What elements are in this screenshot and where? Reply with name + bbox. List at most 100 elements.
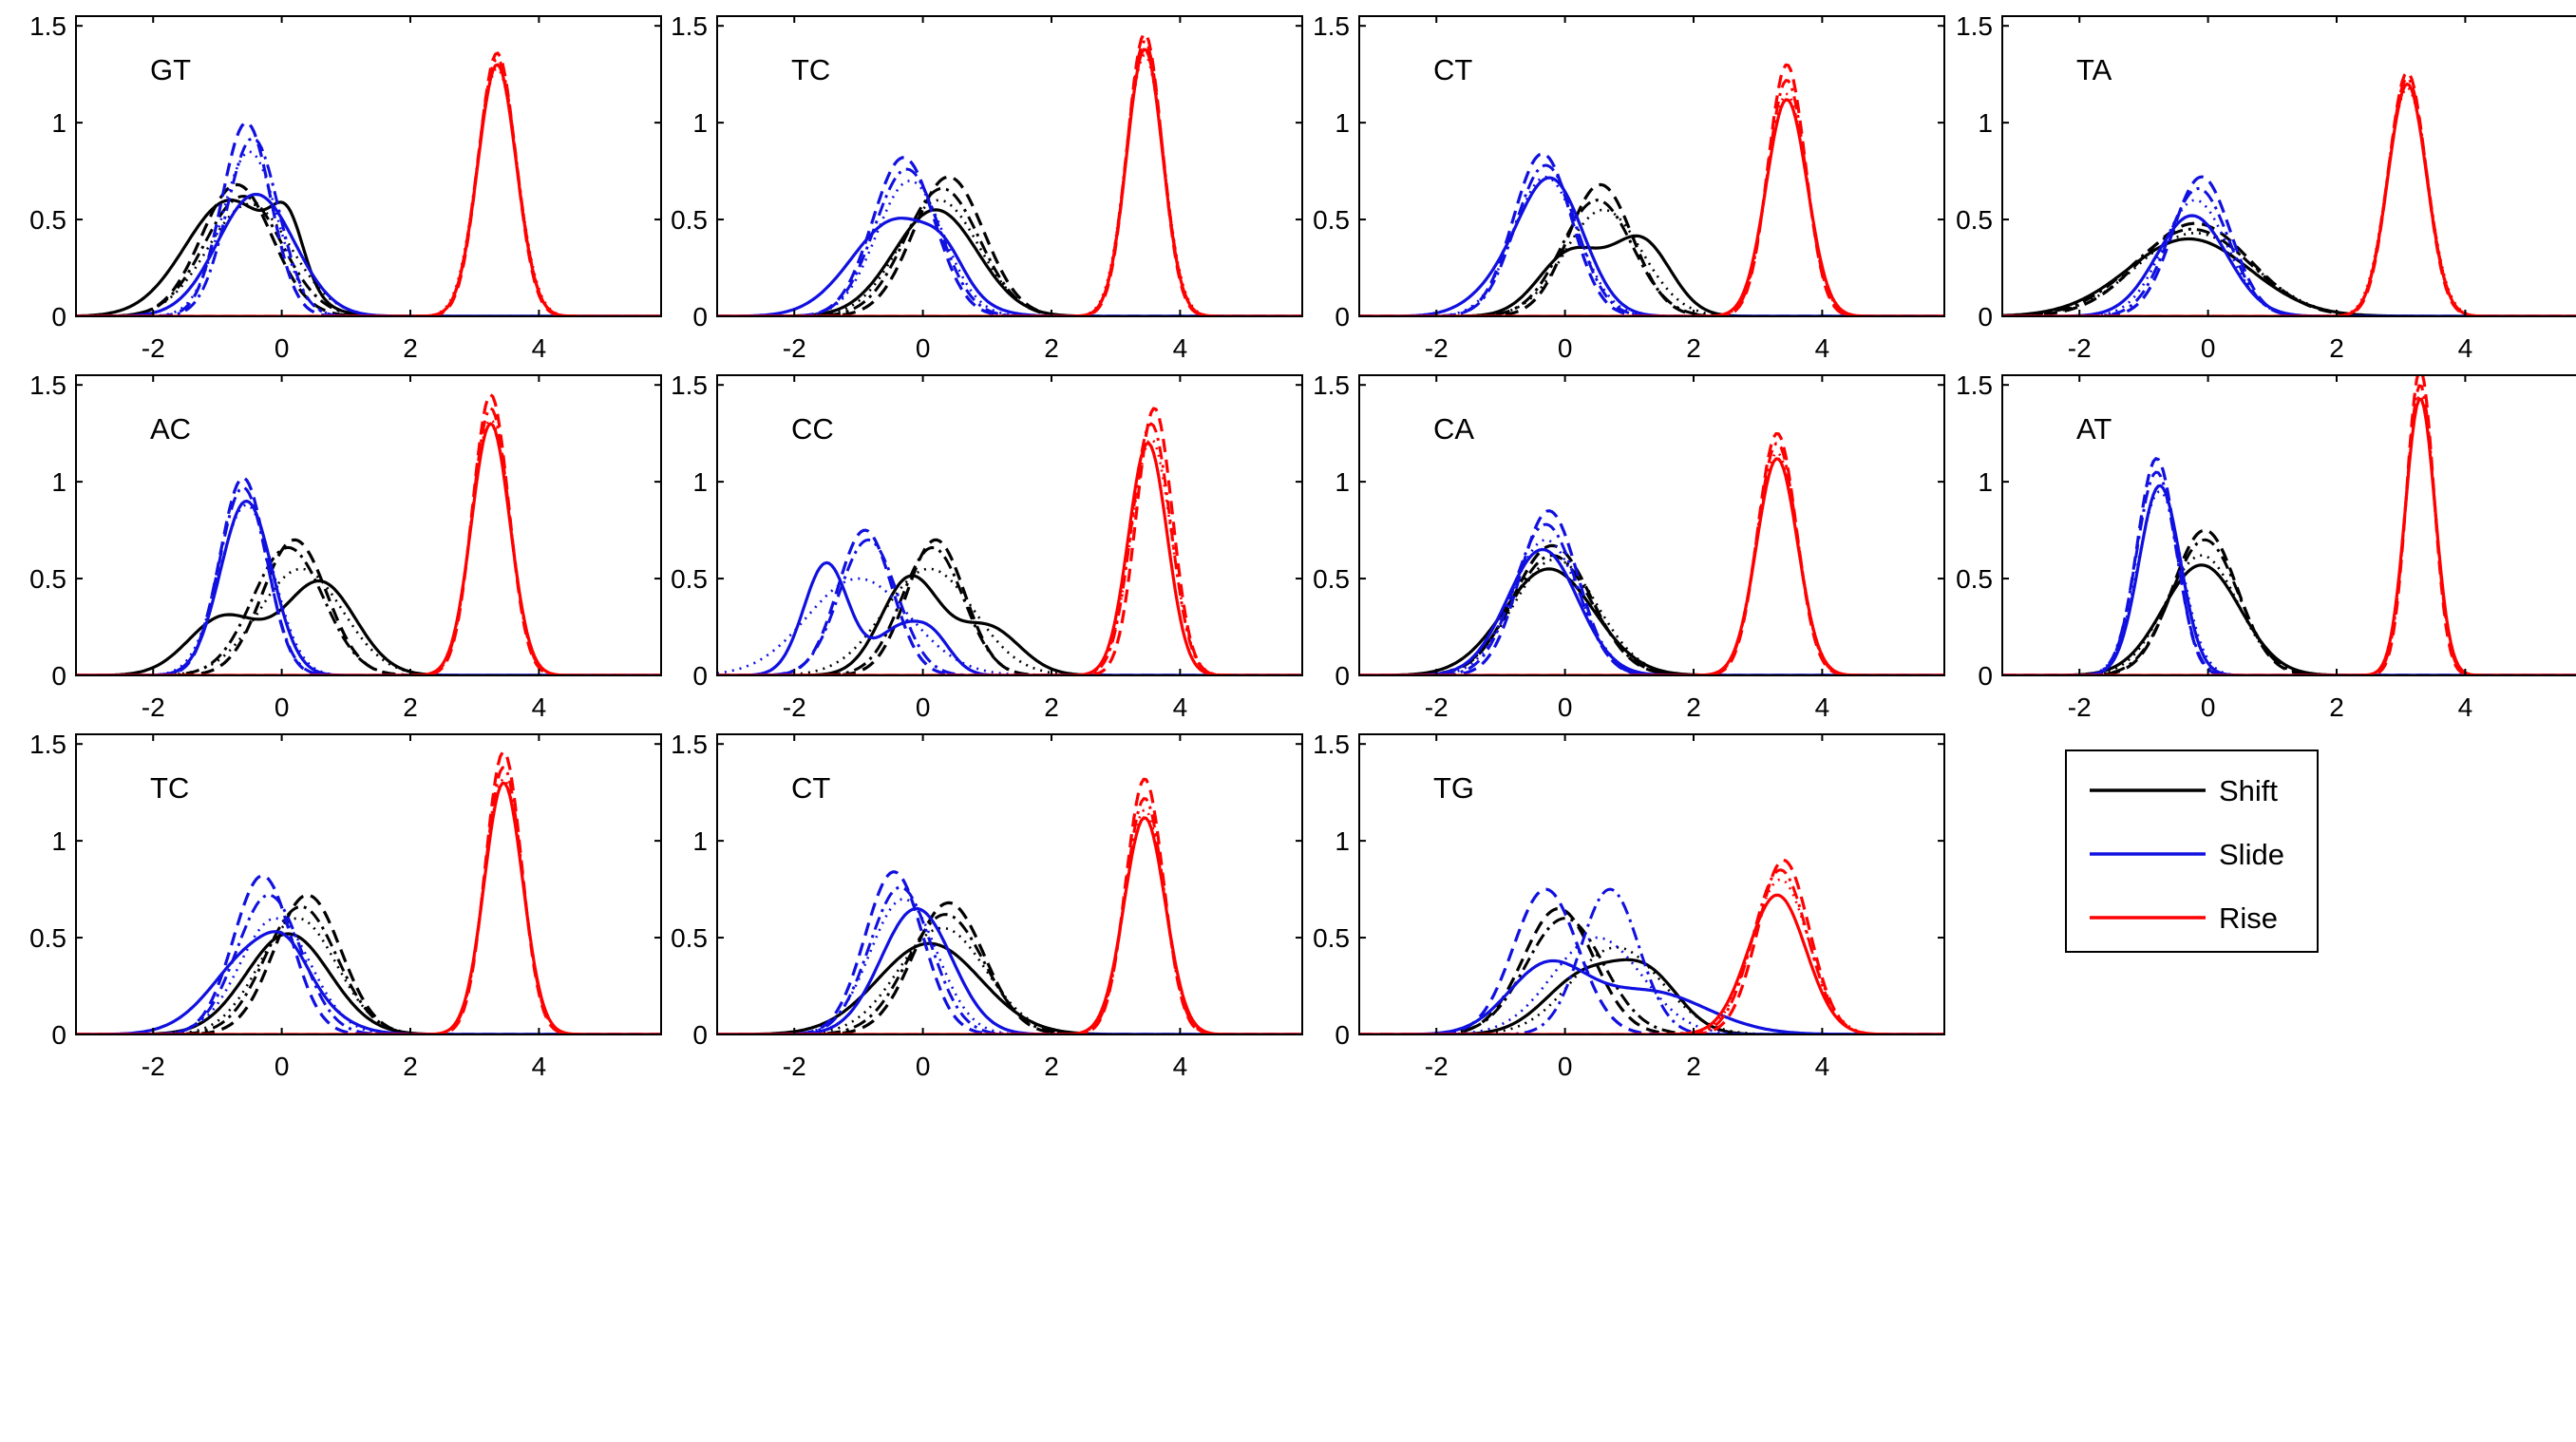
series-line-shift-solid (76, 579, 661, 675)
series-line-rise-solid (717, 441, 1302, 675)
axes-frame (716, 15, 1303, 317)
series-line-rise-solid (76, 781, 661, 1034)
y-tick-label: 0 (51, 302, 66, 332)
x-tick-label: 0 (916, 1052, 931, 1081)
x-tick-label: -2 (1425, 333, 1449, 363)
series-line-rise-dotted (717, 438, 1302, 675)
plot-area (2002, 16, 2576, 316)
y-tick-label: 1.5 (1313, 730, 1350, 759)
chart-panel: -2 0 2 4 0 0.5 1 1.5 CT (1313, 11, 1945, 363)
legend-label-shift: Shift (2219, 774, 2278, 807)
chart-panel: -2 0 2 4 0 0.5 1 1.5 TG (1313, 730, 1945, 1081)
legend-label-slide: Slide (2219, 838, 2284, 871)
y-tick-label: 1 (1978, 467, 1993, 497)
y-tick-label: 0.5 (1956, 564, 1993, 594)
x-tick-label: 2 (1686, 333, 1701, 363)
x-tick-label: 2 (1044, 1052, 1059, 1081)
panel-title: CC (791, 412, 834, 446)
axes-frame (716, 733, 1303, 1035)
x-tick-label: 4 (532, 693, 547, 722)
plot-area (2002, 375, 2576, 675)
y-tick-label: 0 (692, 661, 708, 691)
series-line-shift-dashed (1359, 906, 1944, 1034)
legend-label-rise: Rise (2219, 901, 2278, 935)
y-tick-label: 0 (1978, 302, 1993, 332)
series-line-slide-dashdot (1359, 887, 1944, 1034)
series-line-rise-solid (1359, 893, 1944, 1034)
series-line-rise-dotted (717, 53, 1302, 316)
y-tick-label: 1 (51, 826, 66, 856)
panel-title: AC (150, 412, 191, 446)
y-tick-label: 0 (1335, 661, 1350, 691)
y-tick-label: 1.5 (29, 370, 66, 400)
panel-grid: -2 0 2 4 0 0.5 1 1.5 GT -2 0 2 4 0 0.5 1 1.5 TC -2 0 2 4 0 0.5 1… (29, 11, 2576, 1081)
y-tick-label: 0.5 (671, 923, 708, 953)
x-tick-label: -2 (1425, 1052, 1449, 1081)
x-tick-label: 2 (1044, 693, 1059, 722)
series-line-shift-dashdot (1359, 554, 1944, 675)
series-line-slide-solid (76, 193, 661, 316)
chart-panel: -2 0 2 4 0 0.5 1 1.5 AC (29, 370, 662, 722)
series-line-shift-dashdot (1359, 199, 1944, 316)
x-tick-label: -2 (142, 693, 165, 722)
panel-title: GT (150, 53, 191, 86)
x-tick-label: 0 (2201, 693, 2216, 722)
y-tick-label: 1.5 (671, 11, 708, 41)
y-tick-label: 1.5 (671, 730, 708, 759)
chart-panel: -2 0 2 4 0 0.5 1 1.5 CT (671, 730, 1303, 1081)
series-line-shift-dashed (717, 901, 1302, 1034)
y-tick-label: 1.5 (29, 730, 66, 759)
x-tick-label: 4 (2458, 333, 2473, 363)
y-tick-label: 0 (51, 661, 66, 691)
y-tick-label: 0.5 (1313, 923, 1350, 953)
panel-title: TG (1433, 771, 1474, 805)
y-tick-label: 1 (1335, 467, 1350, 497)
y-tick-label: 1 (692, 108, 708, 138)
y-tick-label: 1 (1978, 108, 1993, 138)
y-tick-label: 0 (1335, 1020, 1350, 1050)
series-line-shift-dashed (76, 893, 661, 1034)
y-tick-label: 1 (51, 108, 66, 138)
panel-title: TA (2076, 53, 2112, 86)
x-tick-label: 4 (1173, 1052, 1188, 1081)
series-group (2002, 375, 2576, 675)
axes-frame (1358, 374, 1945, 676)
y-tick-label: 1 (692, 826, 708, 856)
panel-title: AT (2076, 412, 2112, 446)
y-tick-label: 0.5 (671, 205, 708, 235)
series-line-shift-dashdot (2002, 227, 2576, 316)
series-line-rise-dashdot (1359, 79, 1944, 316)
x-tick-label: 0 (1558, 1052, 1573, 1081)
series-line-shift-solid (76, 932, 661, 1034)
x-tick-label: 0 (275, 333, 290, 363)
series-line-slide-dashed (717, 528, 1302, 675)
x-tick-label: 2 (1044, 333, 1059, 363)
panel-title: CA (1433, 412, 1474, 446)
x-tick-label: -2 (783, 333, 806, 363)
series-line-rise-dashed (1359, 858, 1944, 1034)
series-line-slide-solid (76, 499, 661, 675)
x-tick-label: 0 (916, 693, 931, 722)
y-tick-label: 0 (692, 1020, 708, 1050)
chart-panel: -2 0 2 4 0 0.5 1 1.5 TA (1956, 11, 2576, 363)
y-tick-label: 0 (1978, 661, 1993, 691)
x-tick-label: 2 (403, 1052, 418, 1081)
x-tick-label: 4 (532, 1052, 547, 1081)
x-tick-label: 4 (2458, 693, 2473, 722)
x-tick-label: 0 (1558, 333, 1573, 363)
series-line-shift-dashed (76, 182, 661, 316)
y-tick-label: 0.5 (29, 923, 66, 953)
x-tick-label: 0 (1558, 693, 1573, 722)
x-tick-label: -2 (2068, 693, 2092, 722)
chart-panel: -2 0 2 4 0 0.5 1 1.5 TC (29, 730, 662, 1081)
plot-area (1359, 16, 1944, 316)
chart-panel: -2 0 2 4 0 0.5 1 1.5 AT (1956, 370, 2576, 722)
panel-title: CT (1433, 53, 1472, 86)
legend: Shift Slide Rise (2065, 749, 2319, 953)
x-tick-label: 2 (2329, 693, 2344, 722)
x-tick-label: 2 (403, 333, 418, 363)
axes-frame (2001, 374, 2576, 676)
axes-frame (2001, 15, 2576, 317)
x-tick-label: 0 (275, 1052, 290, 1081)
